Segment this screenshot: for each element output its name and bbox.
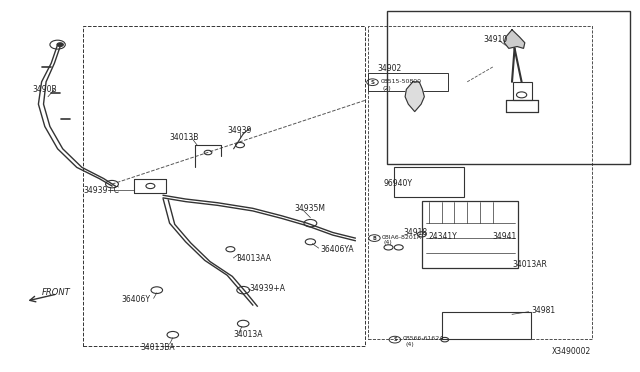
Text: 34910: 34910 (483, 35, 508, 44)
Bar (387, 11, 630, 164)
Text: B: B (372, 235, 376, 241)
Text: 34902: 34902 (378, 64, 402, 73)
Text: X3490002: X3490002 (552, 347, 591, 356)
Bar (394, 167, 464, 197)
Bar (513, 82, 532, 100)
Text: 34013AR: 34013AR (512, 260, 547, 269)
Text: 08515-50800: 08515-50800 (381, 79, 422, 84)
Text: (4): (4) (384, 240, 393, 246)
Text: (2): (2) (383, 86, 392, 91)
Polygon shape (405, 82, 424, 112)
Text: 34939: 34939 (227, 126, 252, 135)
Circle shape (57, 43, 63, 46)
Text: 08566-6162A: 08566-6162A (403, 336, 444, 341)
Text: 34013BA: 34013BA (141, 343, 175, 352)
Polygon shape (504, 30, 525, 48)
Text: S: S (371, 80, 374, 85)
Text: 34935M: 34935M (294, 204, 325, 213)
Text: 34013AA: 34013AA (237, 254, 272, 263)
Text: 08IA6-8201A: 08IA6-8201A (382, 235, 422, 240)
Text: 34941: 34941 (493, 232, 517, 241)
Text: 36406YA: 36406YA (320, 245, 354, 254)
Text: 34918: 34918 (403, 228, 428, 237)
Bar (83, 26, 365, 346)
Text: 34013A: 34013A (234, 330, 263, 339)
Text: 36406Y: 36406Y (122, 295, 150, 304)
Text: 3490B: 3490B (32, 85, 56, 94)
Text: 34939+A: 34939+A (250, 284, 285, 293)
Bar (422, 201, 518, 268)
Text: 96940Y: 96940Y (384, 179, 413, 188)
Bar (368, 26, 592, 339)
Text: (4): (4) (405, 341, 414, 347)
Text: S: S (393, 337, 397, 342)
Text: 34013B: 34013B (170, 133, 199, 142)
Text: FRONT: FRONT (42, 288, 70, 296)
Text: 34981: 34981 (531, 306, 556, 315)
Bar (442, 312, 531, 339)
Bar (368, 73, 448, 91)
Text: 34939+C: 34939+C (83, 186, 119, 195)
Text: 24341Y: 24341Y (429, 232, 458, 241)
